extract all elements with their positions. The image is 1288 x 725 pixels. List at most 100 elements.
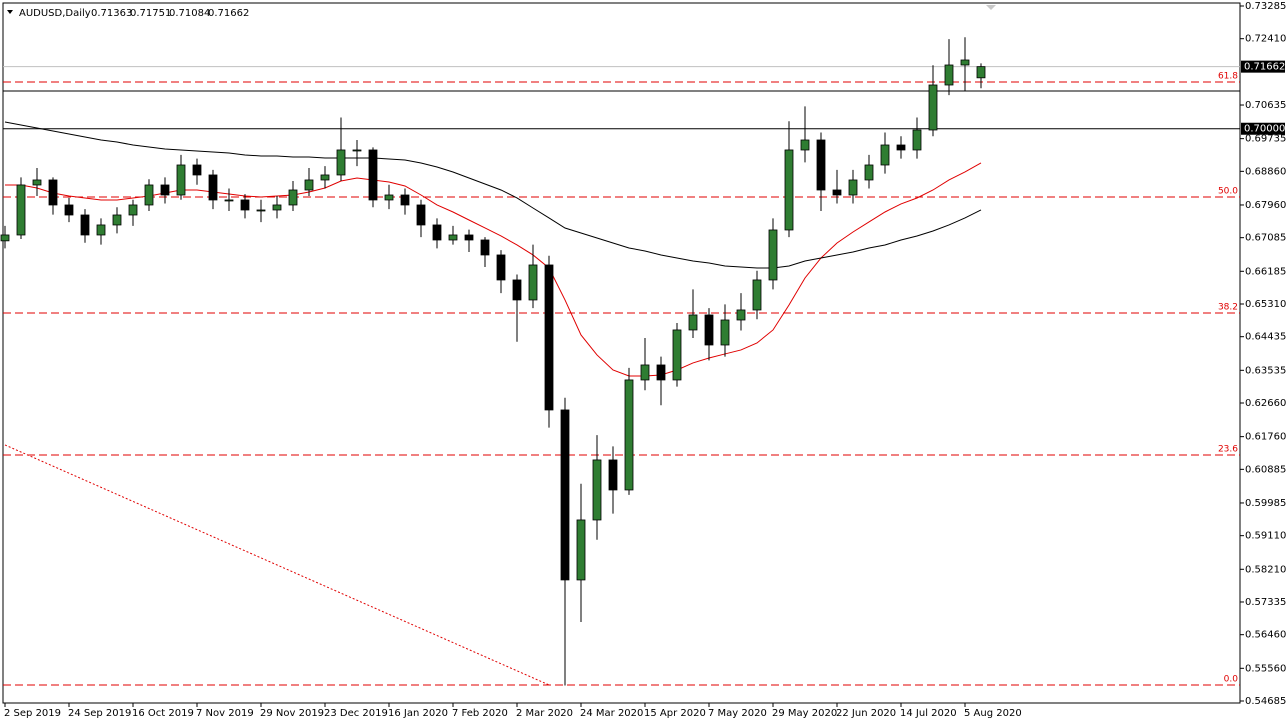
candle-body [224, 199, 234, 202]
candle-body [368, 149, 378, 201]
y-tick-label: 0.59110 [1245, 531, 1286, 542]
candle-body [528, 264, 538, 301]
candle-body [208, 174, 218, 201]
candle-body [960, 59, 970, 66]
candle-body [624, 379, 634, 491]
symbol: AUDUSD,Daily [19, 8, 91, 19]
y-tick-label: 0.58210 [1245, 564, 1286, 575]
candle-body [640, 364, 650, 381]
candle-body [320, 174, 330, 181]
candle-body [16, 184, 26, 236]
price-label: 0.70000 [1244, 124, 1285, 135]
candle-body [592, 459, 602, 521]
y-tick-label: 0.55560 [1245, 663, 1286, 674]
candle-body [816, 139, 826, 191]
low-value: 0.71084 [169, 8, 210, 19]
x-tick-label: 2 Sep 2019 [4, 708, 61, 719]
candle-body [176, 164, 186, 196]
open-value: 0.71363 [91, 8, 132, 19]
y-tick-label: 0.67960 [1245, 200, 1286, 211]
candle-body [688, 314, 698, 331]
candle-body [112, 214, 122, 226]
candle-body [720, 319, 730, 346]
candle-body [48, 179, 58, 206]
y-tick-label: 0.63535 [1245, 365, 1286, 376]
x-tick-label: 22 Jun 2020 [836, 708, 896, 719]
candle-body [928, 84, 938, 131]
x-tick-label: 7 Feb 2020 [452, 708, 508, 719]
shift-marker [986, 5, 996, 10]
candle-body [80, 214, 90, 236]
x-tick-label: 15 Apr 2020 [644, 708, 706, 719]
x-tick-label: 7 Nov 2019 [196, 708, 254, 719]
candle-body [848, 179, 858, 196]
y-tick-label: 0.65310 [1245, 299, 1286, 310]
y-tick-label: 0.68860 [1245, 166, 1286, 177]
fib-label: 61.8 [1218, 72, 1238, 82]
candle-body [752, 279, 762, 311]
price-label-box [1241, 122, 1285, 135]
candle-body [160, 184, 170, 196]
fib-label: 0.0 [1224, 675, 1239, 685]
candle-body [608, 459, 618, 491]
x-tick-label: 14 Jul 2020 [900, 708, 957, 719]
y-tick-label: 0.59985 [1245, 498, 1286, 509]
candle-body [768, 229, 778, 281]
x-tick-label: 24 Mar 2020 [580, 708, 643, 719]
candle-body [96, 224, 106, 236]
candle-body [256, 209, 266, 212]
y-tick-label: 0.64435 [1245, 332, 1286, 343]
y-tick-label: 0.66185 [1245, 266, 1286, 277]
x-tick-label: 16 Jan 2020 [388, 708, 448, 719]
candle-body [416, 204, 426, 226]
y-tick-label: 0.73285 [1245, 1, 1286, 12]
candle-body [480, 239, 490, 256]
candle-body [832, 189, 842, 196]
candle-body [656, 364, 666, 381]
menu-arrow [7, 10, 13, 14]
bid-label-box [1241, 60, 1285, 73]
candle-body [512, 279, 522, 301]
candle-body [128, 204, 138, 216]
candle-body [64, 204, 74, 216]
high-value: 0.71751 [130, 8, 171, 19]
candle-body [976, 66, 986, 79]
candle-body [672, 329, 682, 381]
candle-body [576, 519, 586, 581]
candle-body [336, 149, 346, 176]
fib-label: 23.6 [1218, 444, 1238, 454]
plot-frame [2, 2, 1241, 704]
candle-body [704, 314, 714, 346]
y-tick-label: 0.67085 [1245, 233, 1286, 244]
y-tick-label: 0.54685 [1245, 696, 1286, 707]
fib-label: 38.2 [1218, 302, 1238, 312]
candle-body [144, 184, 154, 206]
y-tick-label: 0.70635 [1245, 100, 1286, 111]
y-tick-label: 0.60885 [1245, 464, 1286, 475]
candle-body [400, 194, 410, 206]
candle-body [448, 234, 458, 241]
candle-body [32, 179, 42, 186]
candle-body [384, 194, 394, 201]
candle-body [432, 224, 442, 241]
candle-body [800, 139, 810, 151]
candle-body [864, 164, 874, 181]
close-value: 0.71662 [208, 8, 249, 19]
candle-body [544, 264, 554, 411]
candle-body [464, 234, 474, 241]
candle-body [0, 234, 10, 242]
candle-body [272, 204, 282, 211]
candle-body [784, 149, 794, 231]
candle-body [304, 179, 314, 191]
candle-body [496, 254, 506, 281]
candle-body [736, 309, 746, 321]
candle-body [560, 409, 570, 581]
x-tick-label: 16 Oct 2019 [132, 708, 194, 719]
x-tick-label: 23 Dec 2019 [324, 708, 388, 719]
fib-label: 50.0 [1218, 187, 1238, 197]
y-tick-label: 0.61760 [1245, 432, 1286, 443]
candle-body [896, 144, 906, 151]
y-tick-label: 0.57335 [1245, 597, 1286, 608]
y-tick-label: 0.56460 [1245, 630, 1286, 641]
